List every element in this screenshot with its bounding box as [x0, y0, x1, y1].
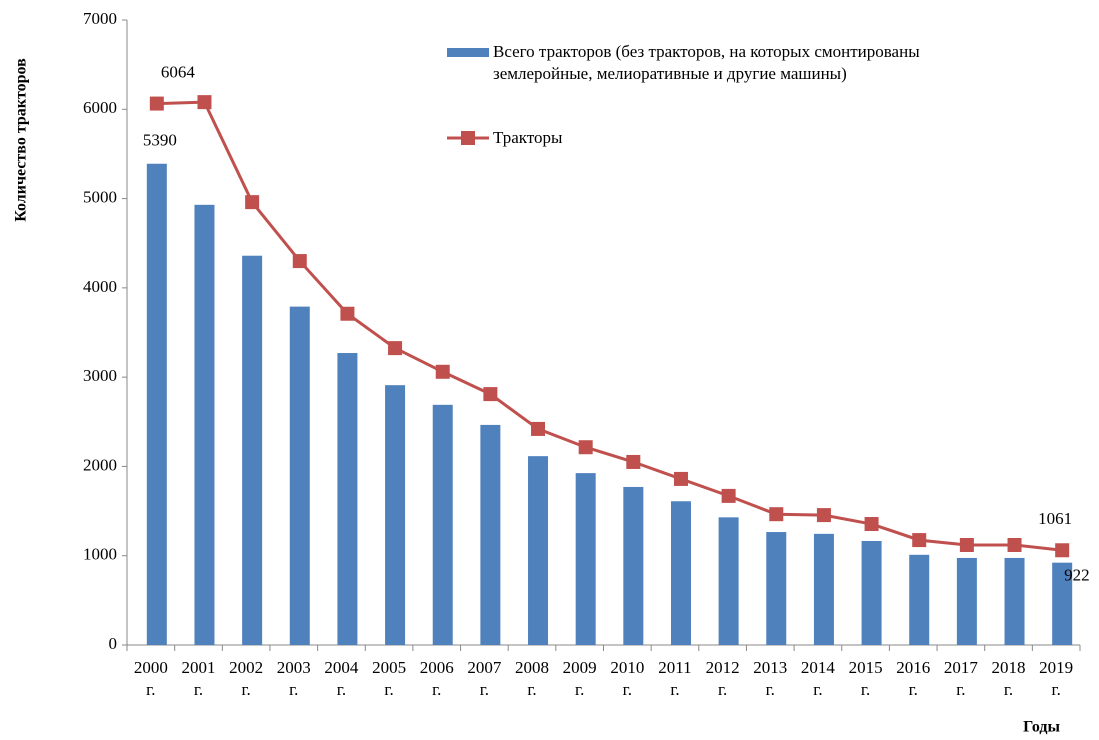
- line-marker: [721, 488, 736, 503]
- bar: [289, 306, 310, 645]
- line-marker: [769, 507, 784, 522]
- bar: [956, 557, 977, 645]
- legend-label: Всего тракторов (без тракторов, на котор…: [493, 42, 920, 83]
- x-tick-label: 2005 г.: [372, 658, 407, 699]
- x-tick-label: 2018 г.: [991, 658, 1026, 699]
- bar: [528, 456, 549, 645]
- x-tick-label: 2016 г.: [896, 658, 931, 699]
- x-tick-label: 2003 г.: [276, 658, 311, 699]
- legend-swatch-marker: [461, 131, 475, 145]
- y-tick-label: 2000: [83, 455, 117, 474]
- line-marker: [816, 508, 831, 523]
- x-tick-label: 2012 г.: [705, 658, 740, 699]
- x-tick-label: 2004 г.: [324, 658, 359, 699]
- bar: [718, 517, 739, 645]
- line-marker: [483, 387, 498, 402]
- x-tick-label: 2014 г.: [800, 658, 835, 699]
- x-tick-label: 2017 г.: [943, 658, 978, 699]
- bar: [194, 204, 215, 646]
- line-marker: [292, 254, 307, 269]
- bar: [480, 424, 501, 645]
- bar: [670, 501, 691, 645]
- x-tick-label: 2002 г.: [229, 658, 264, 699]
- line-marker: [340, 306, 355, 321]
- bar: [337, 353, 358, 645]
- line-marker: [388, 341, 403, 356]
- line-marker: [864, 517, 879, 532]
- x-tick-label: 2001 г.: [181, 658, 216, 699]
- line-marker: [245, 195, 260, 210]
- y-axis-title: Количество тракторов: [13, 58, 30, 222]
- x-tick-label: 2008 г.: [515, 658, 550, 699]
- bar: [1004, 557, 1025, 645]
- x-tick-label: 2000 г.: [133, 658, 168, 699]
- x-tick-label: 2011 г.: [658, 658, 692, 699]
- x-tick-label: 2009 г.: [562, 658, 597, 699]
- line-marker: [578, 440, 593, 455]
- bar-value-label: 5390: [143, 131, 177, 150]
- bar: [146, 163, 167, 645]
- x-tick-label: 2013 г.: [753, 658, 788, 699]
- y-tick-label: 3000: [83, 366, 117, 385]
- bar: [1052, 562, 1073, 645]
- line-marker: [1007, 538, 1022, 552]
- line-marker: [1055, 543, 1070, 558]
- bar: [766, 532, 787, 645]
- x-tick-label: 2019 г.: [1039, 658, 1074, 699]
- x-tick-label: 2015 г.: [848, 658, 883, 699]
- bar: [575, 473, 596, 645]
- x-tick-label: 2007 г.: [467, 658, 502, 699]
- bar: [813, 533, 834, 645]
- bar: [909, 554, 930, 645]
- line-marker: [531, 421, 546, 436]
- line-marker: [912, 533, 927, 548]
- line: [156, 100, 1063, 552]
- y-tick-label: 1000: [83, 545, 117, 564]
- line-marker: [959, 538, 974, 552]
- line-marker: [626, 454, 641, 469]
- legend-label: Тракторы: [493, 128, 563, 147]
- x-tick-label: 2006 г.: [419, 658, 454, 699]
- y-tick-label: 0: [109, 634, 118, 653]
- y-tick-label: 5000: [83, 187, 117, 206]
- bar: [861, 540, 882, 645]
- bar: [432, 404, 453, 645]
- y-tick-label: 4000: [83, 277, 117, 296]
- line-marker: [149, 96, 164, 111]
- line-value-label: 6064: [161, 62, 196, 81]
- line-marker: [673, 471, 688, 486]
- line-marker: [435, 364, 450, 379]
- line-marker: [197, 95, 212, 110]
- bar-value-label: 922: [1064, 566, 1090, 585]
- x-axis-title: Годы: [1023, 719, 1060, 736]
- legend-swatch: [447, 48, 489, 57]
- bar: [623, 486, 644, 645]
- x-tick-label: 2010 г.: [610, 658, 645, 699]
- y-tick-label: 6000: [83, 98, 117, 117]
- bar: [242, 255, 263, 645]
- line-value-label: 1061: [1038, 509, 1072, 528]
- y-tick-label: 7000: [83, 9, 117, 28]
- bar: [385, 385, 406, 645]
